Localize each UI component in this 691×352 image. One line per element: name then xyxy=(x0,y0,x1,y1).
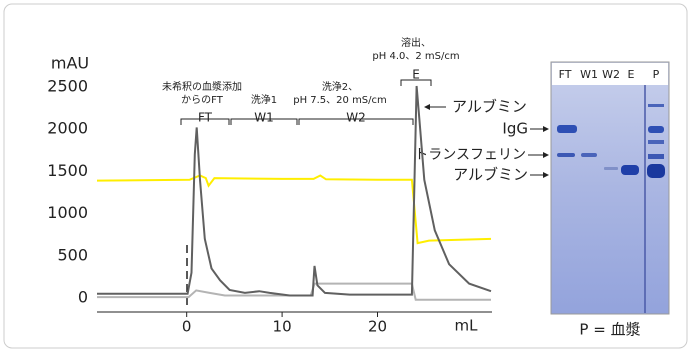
gel-caption: P = 血漿 xyxy=(579,321,640,339)
line-series xyxy=(97,86,491,296)
line-series xyxy=(97,284,491,300)
chart: IgG トランスフェリン アルブミン P = 血漿 mAU mL 0500100… xyxy=(0,0,691,352)
x-tick-label: 10 xyxy=(273,318,292,336)
y-axis-label: mAU xyxy=(51,54,89,73)
x-axis-label: mL xyxy=(455,317,479,335)
gel-lane-label: FT xyxy=(559,68,572,81)
x-tick-label: 20 xyxy=(368,318,387,336)
gel-lane-label: W2 xyxy=(602,68,620,81)
y-tick-label: 1500 xyxy=(47,161,88,180)
annotation: pH 4.0、2 mS/cm xyxy=(372,51,459,62)
annotation: 溶出、 xyxy=(401,36,431,49)
annotation: からのFT xyxy=(181,94,224,106)
line-series xyxy=(97,176,491,244)
y-tick-label: 2000 xyxy=(47,119,88,138)
annotation: FT xyxy=(198,111,213,125)
annotation: 洗浄1 xyxy=(251,93,277,106)
x-tick-label: 0 xyxy=(182,318,192,336)
page: IgG トランスフェリン アルブミン P = 血漿 mAU mL 0500100… xyxy=(0,0,691,352)
y-tick-label: 0 xyxy=(78,287,88,306)
gel-lane-label: W1 xyxy=(580,68,598,81)
y-tick-label: 500 xyxy=(57,245,88,264)
annotation: W1 xyxy=(254,111,274,125)
annotation: W2 xyxy=(346,111,366,125)
annotation: E xyxy=(412,68,420,82)
gel-lane-label: E xyxy=(628,68,635,81)
gel-marker: トランスフェリン xyxy=(414,147,526,163)
gel-image xyxy=(551,62,669,314)
y-tick-label: 2500 xyxy=(47,76,88,95)
gel-marker: IgG xyxy=(502,120,528,138)
annotation: pH 7.5、20 mS/cm xyxy=(293,95,387,106)
y-tick-label: 1000 xyxy=(47,203,88,222)
gel-lane-label: P xyxy=(653,68,660,81)
annotation: 未希釈の血漿添加 xyxy=(162,80,242,93)
annotation: 洗浄2、 xyxy=(322,80,358,93)
gel-marker: アルブミン xyxy=(453,166,528,184)
annotation: アルブミン xyxy=(452,98,527,116)
